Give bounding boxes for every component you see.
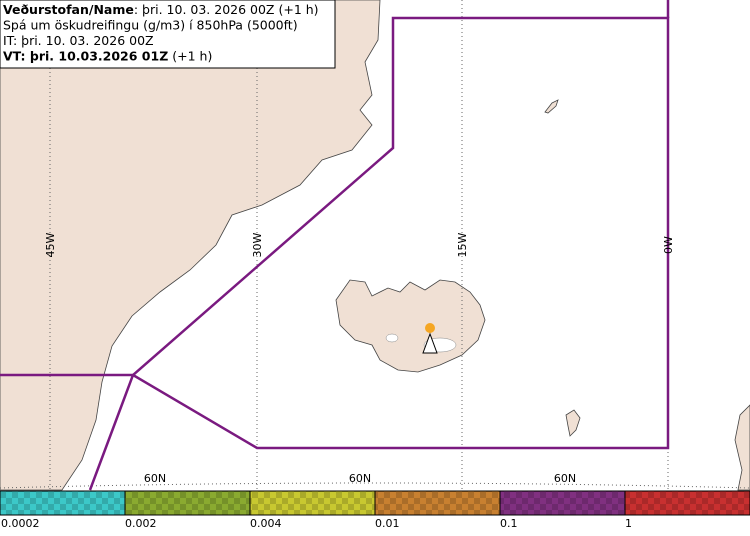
meridian-label: 0W <box>662 236 675 254</box>
header-text: IT: þri. 10. 03. 2026 00Z <box>3 33 154 48</box>
header-text: : þri. 10. 03. 2026 00Z (+1 h) <box>134 2 319 17</box>
meridian-label: 45W <box>44 232 57 257</box>
legend-checks <box>0 491 125 515</box>
legend-label: 1 <box>625 517 632 530</box>
header-bold: Veðurstofan/Name <box>3 2 134 17</box>
legend-checks <box>125 491 250 515</box>
legend-checks <box>625 491 750 515</box>
meridian-label: 30W <box>251 232 264 257</box>
land-jan-mayen <box>544 99 559 114</box>
volcano-icon <box>422 332 438 354</box>
land-norway <box>734 404 750 491</box>
legend-label: 0.01 <box>375 517 400 530</box>
eruption-plume <box>425 323 435 333</box>
parallel-label: 60N <box>349 472 371 485</box>
legend-label: 0.1 <box>500 517 518 530</box>
legend-label: 0.004 <box>250 517 282 530</box>
legend-checks <box>500 491 625 515</box>
header-box <box>0 0 336 69</box>
land-greenland <box>0 0 381 491</box>
legend-checks <box>250 491 375 515</box>
header-line: Spá um öskudreifingu (g/m3) í 850hPa (50… <box>3 18 298 33</box>
header-text: Spá um öskudreifingu (g/m3) í 850hPa (50… <box>3 18 298 33</box>
glacier <box>385 333 399 343</box>
header-bold: VT: þri. 10.03.2026 01Z <box>3 49 168 64</box>
legend-checks <box>375 491 500 515</box>
legend-label: 0.002 <box>125 517 157 530</box>
legend-label: 0.0002 <box>1 517 40 530</box>
header-text: (+1 h) <box>168 49 212 64</box>
header-line: VT: þri. 10.03.2026 01Z (+1 h) <box>3 49 212 64</box>
header-line: Veðurstofan/Name: þri. 10. 03. 2026 00Z … <box>3 2 319 17</box>
land-faroe <box>565 409 581 437</box>
meridian-label: 15W <box>456 232 469 257</box>
parallel-label: 60N <box>554 472 576 485</box>
header-line: IT: þri. 10. 03. 2026 00Z <box>3 33 154 48</box>
fir-boundary <box>0 373 135 491</box>
parallel-label: 60N <box>144 472 166 485</box>
